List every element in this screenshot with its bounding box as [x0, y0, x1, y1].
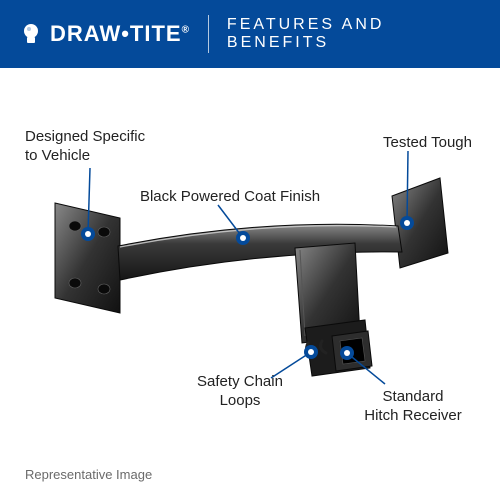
- brand-text: DRAW•TITE®: [50, 21, 190, 47]
- callout-line: Loops: [180, 392, 300, 411]
- header-bar: DRAW•TITE® FEATURES AND BENEFITS: [0, 0, 500, 68]
- registered-mark: ®: [182, 25, 190, 36]
- callout-c5: StandardHitch Receiver: [348, 388, 478, 426]
- brand-name: DRAW•TITE: [50, 21, 182, 46]
- hitch-ball-icon: [18, 21, 44, 47]
- callout-line: to Vehicle: [25, 147, 175, 166]
- callout-line: Standard: [348, 388, 478, 407]
- footer-caption: Representative Image: [25, 467, 152, 482]
- callout-c2: Black Powered Coat Finish: [120, 188, 340, 207]
- callout-c3: Tested Tough: [352, 134, 472, 153]
- brand-logo: DRAW•TITE®: [18, 21, 190, 47]
- callout-c4: Safety ChainLoops: [180, 373, 300, 411]
- content-area: Designed Specificto Vehicle Black Powered…: [0, 68, 500, 500]
- callout-line: Safety Chain: [180, 373, 300, 392]
- header-title: FEATURES AND BENEFITS: [227, 16, 482, 52]
- header-divider: [208, 15, 209, 53]
- callout-line: Tested Tough: [352, 134, 472, 153]
- callout-line: Designed Specific: [25, 128, 175, 147]
- callout-line: Hitch Receiver: [348, 407, 478, 426]
- callout-c1: Designed Specificto Vehicle: [25, 128, 175, 166]
- callout-line: Black Powered Coat Finish: [120, 188, 340, 207]
